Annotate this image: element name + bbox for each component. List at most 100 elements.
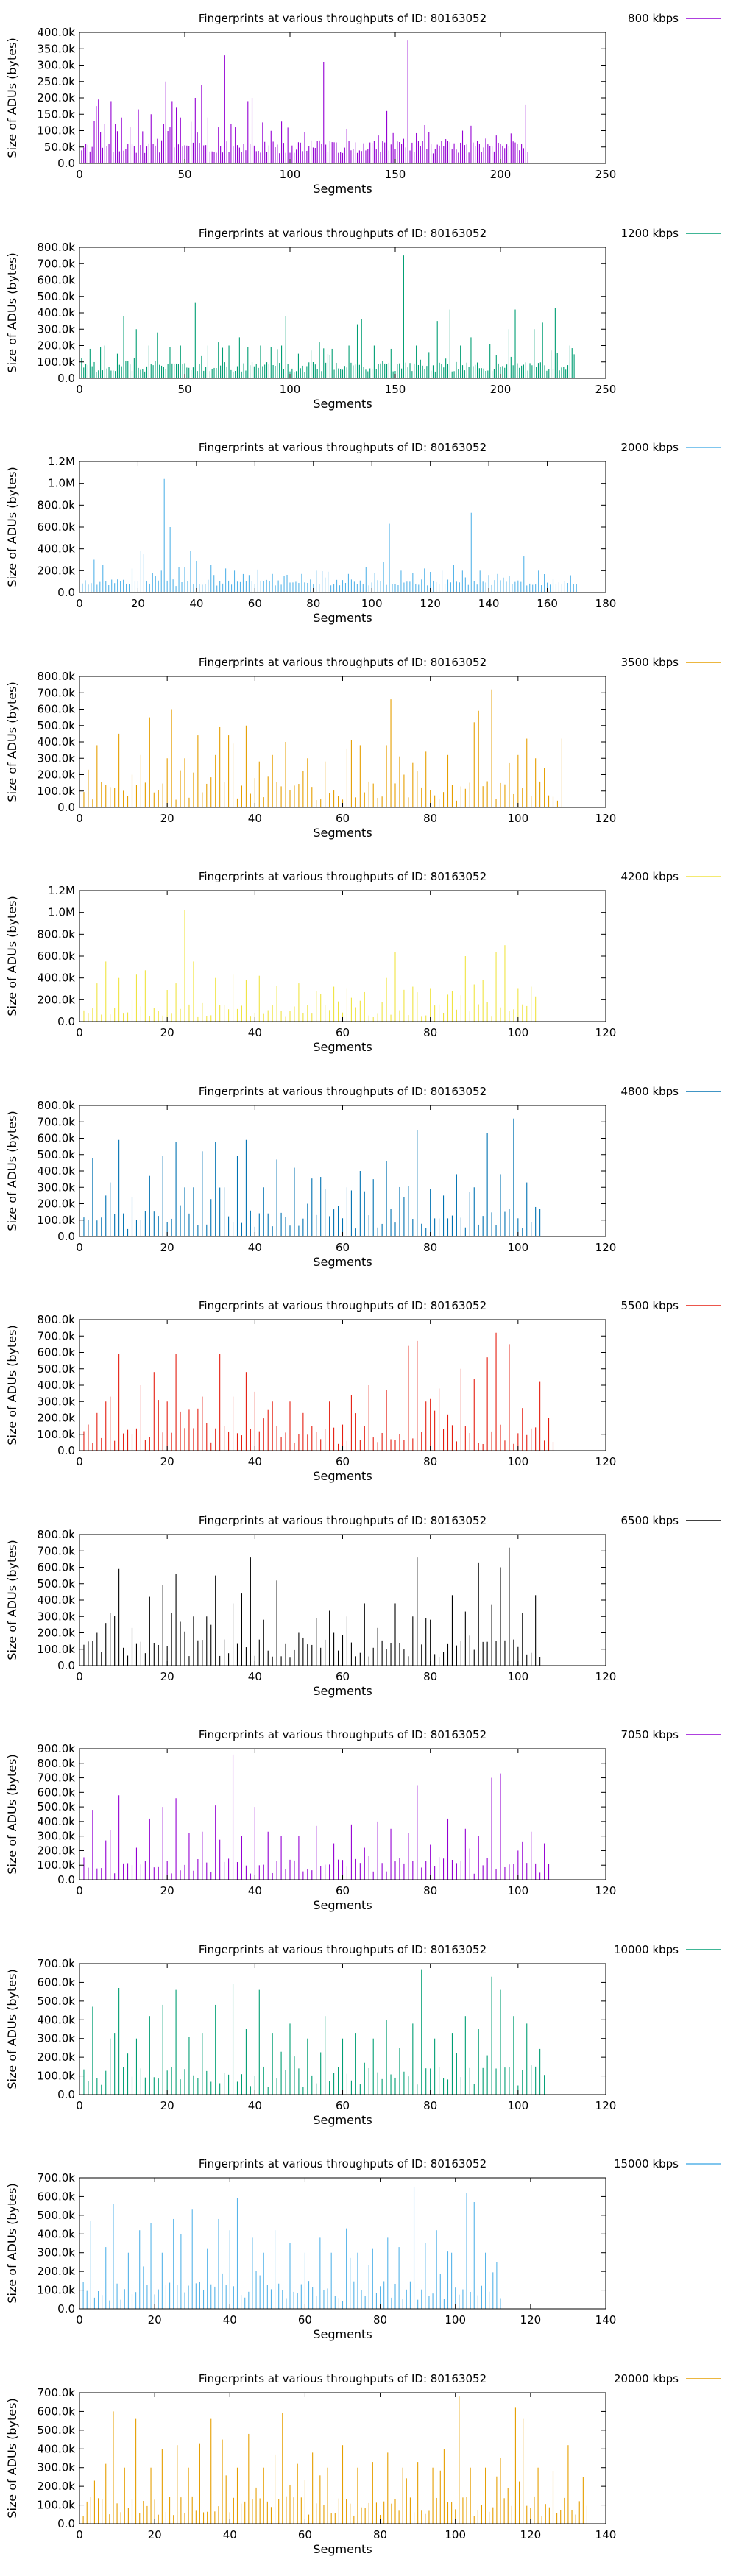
- chart-panel-11: Fingerprints at various throughputs of I…: [5, 2157, 721, 2341]
- x-tick-label: 100: [280, 383, 301, 396]
- y-tick-label: 0.0: [57, 157, 75, 170]
- y-tick-label: 600.0k: [37, 702, 75, 715]
- y-axis-label: Size of ADUs (bytes): [5, 896, 19, 1016]
- x-tick-label: 20: [160, 1026, 174, 1039]
- x-axis-label: Segments: [313, 1898, 372, 1912]
- x-tick-label: 120: [595, 812, 617, 825]
- y-tick-label: 400.0k: [37, 1593, 75, 1607]
- y-tick-label: 0.0: [57, 801, 75, 814]
- y-tick-label: 600.0k: [37, 1346, 75, 1359]
- legend-label: 10000 kbps: [614, 1943, 679, 1956]
- x-tick-label: 40: [248, 812, 262, 825]
- x-tick-label: 60: [336, 1884, 350, 1897]
- chart-title: Fingerprints at various throughputs of I…: [199, 870, 486, 883]
- y-tick-label: 200.0k: [37, 564, 75, 577]
- y-tick-label: 700.0k: [37, 2171, 75, 2184]
- y-tick-label: 1.0M: [48, 906, 75, 919]
- y-tick-label: 1.2M: [48, 455, 75, 468]
- y-tick-label: 50.0k: [44, 141, 75, 154]
- x-axis-label: Segments: [313, 397, 372, 411]
- y-tick-label: 400.0k: [37, 1379, 75, 1392]
- chart-panel-2: Fingerprints at various throughputs of I…: [5, 227, 721, 411]
- y-tick-label: 0.0: [57, 1659, 75, 1672]
- y-tick-label: 700.0k: [37, 1544, 75, 1557]
- x-tick-label: 0: [76, 1026, 83, 1039]
- y-tick-label: 200.0k: [37, 91, 75, 105]
- x-tick-label: 200: [490, 168, 512, 181]
- y-tick-label: 600.0k: [37, 949, 75, 963]
- x-tick-label: 60: [336, 1026, 350, 1039]
- x-tick-label: 140: [595, 2528, 617, 2541]
- x-tick-label: 180: [595, 597, 617, 610]
- x-tick-label: 120: [595, 1026, 617, 1039]
- x-tick-label: 20: [160, 1455, 174, 1468]
- y-tick-label: 700.0k: [37, 257, 75, 270]
- y-tick-label: 800.0k: [37, 927, 75, 941]
- y-tick-label: 600.0k: [37, 273, 75, 286]
- x-tick-label: 150: [385, 383, 406, 396]
- legend-label: 6500 kbps: [621, 1514, 679, 1527]
- bar-series: [82, 2396, 588, 2524]
- x-tick-label: 100: [445, 2313, 466, 2326]
- legend-label: 5500 kbps: [621, 1299, 679, 1312]
- y-tick-label: 400.0k: [37, 1815, 75, 1828]
- x-tick-label: 100: [508, 1026, 529, 1039]
- y-tick-label: 500.0k: [37, 2423, 75, 2436]
- y-tick-label: 300.0k: [37, 322, 75, 336]
- x-axis-label: Segments: [313, 611, 372, 625]
- y-tick-label: 700.0k: [37, 1772, 75, 1785]
- y-axis-label: Size of ADUs (bytes): [5, 2183, 19, 2303]
- x-tick-label: 0: [76, 2528, 83, 2541]
- chart-title: Fingerprints at various throughputs of I…: [199, 1299, 486, 1312]
- y-axis-label: Size of ADUs (bytes): [5, 467, 19, 587]
- x-tick-label: 60: [336, 1241, 350, 1254]
- y-tick-label: 600.0k: [37, 1975, 75, 1989]
- plot-frame: [79, 461, 606, 593]
- x-tick-label: 80: [423, 1026, 437, 1039]
- x-tick-label: 50: [177, 168, 191, 181]
- x-tick-label: 20: [160, 1670, 174, 1683]
- y-tick-label: 400.0k: [37, 26, 75, 39]
- bar-series: [83, 1332, 554, 1451]
- y-tick-label: 500.0k: [37, 1362, 75, 1376]
- y-tick-label: 200.0k: [37, 1626, 75, 1639]
- chart-panel-1: Fingerprints at various throughputs of I…: [5, 12, 721, 196]
- plot-frame: [79, 2392, 606, 2524]
- x-tick-label: 20: [160, 2099, 174, 2112]
- y-tick-label: 500.0k: [37, 1800, 75, 1814]
- y-tick-label: 800.0k: [37, 1528, 75, 1541]
- y-tick-label: 100.0k: [37, 2498, 75, 2511]
- x-tick-label: 100: [361, 597, 383, 610]
- y-tick-label: 1.2M: [48, 884, 75, 897]
- y-tick-label: 200.0k: [37, 1844, 75, 1857]
- y-tick-label: 0.0: [57, 2302, 75, 2315]
- x-tick-label: 0: [76, 597, 83, 610]
- x-tick-label: 40: [223, 2528, 237, 2541]
- y-tick-label: 600.0k: [37, 520, 75, 534]
- x-tick-label: 0: [76, 1670, 83, 1683]
- y-tick-label: 700.0k: [37, 1115, 75, 1128]
- y-tick-label: 1.0M: [48, 477, 75, 490]
- x-tick-label: 100: [508, 812, 529, 825]
- y-tick-label: 500.0k: [37, 1577, 75, 1590]
- y-tick-label: 300.0k: [37, 1181, 75, 1194]
- x-tick-label: 40: [248, 1026, 262, 1039]
- y-tick-label: 800.0k: [37, 498, 75, 512]
- x-tick-label: 0: [76, 1884, 83, 1897]
- x-tick-label: 60: [336, 1670, 350, 1683]
- y-tick-label: 500.0k: [37, 1147, 75, 1161]
- y-tick-label: 400.0k: [37, 306, 75, 319]
- y-tick-label: 800.0k: [37, 670, 75, 683]
- chart-title: Fingerprints at various throughputs of I…: [199, 2157, 486, 2170]
- bar-series: [81, 40, 528, 163]
- y-tick-label: 600.0k: [37, 2405, 75, 2418]
- chart-panel-7: Fingerprints at various throughputs of I…: [5, 1299, 721, 1483]
- y-tick-label: 100.0k: [37, 2069, 75, 2082]
- x-tick-label: 250: [595, 383, 617, 396]
- bar-series: [83, 1754, 550, 1880]
- y-tick-label: 200.0k: [37, 768, 75, 781]
- chart-title: Fingerprints at various throughputs of I…: [199, 12, 486, 25]
- y-tick-label: 0.0: [57, 2517, 75, 2530]
- bar-series: [83, 910, 537, 1022]
